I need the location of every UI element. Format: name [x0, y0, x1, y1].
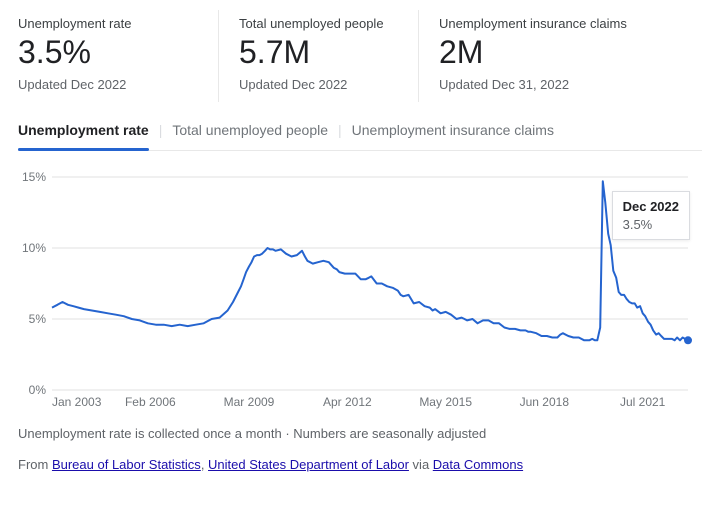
tab-total-unemployed[interactable]: Total unemployed people — [172, 112, 328, 150]
stat-label: Total unemployed people — [239, 16, 396, 31]
stat-unemployment-rate: Unemployment rate 3.5% Updated Dec 2022 — [18, 10, 218, 102]
tab-unemployment-rate[interactable]: Unemployment rate — [18, 112, 149, 150]
stats-row: Unemployment rate 3.5% Updated Dec 2022 … — [18, 10, 702, 102]
tooltip-value: 3.5% — [623, 216, 679, 234]
tabs-row: Unemployment rate | Total unemployed peo… — [18, 112, 702, 151]
source-link-datacommons[interactable]: Data Commons — [433, 457, 523, 472]
svg-text:Jan 2003: Jan 2003 — [52, 395, 102, 409]
svg-text:5%: 5% — [29, 312, 47, 326]
svg-text:Mar 2009: Mar 2009 — [224, 395, 275, 409]
svg-text:May 2015: May 2015 — [419, 395, 472, 409]
svg-text:Jun 2018: Jun 2018 — [520, 395, 570, 409]
svg-text:Feb 2006: Feb 2006 — [125, 395, 176, 409]
svg-text:15%: 15% — [22, 170, 46, 184]
chart-footnote: Unemployment rate is collected once a mo… — [18, 426, 702, 441]
source-line: From Bureau of Labor Statistics, United … — [18, 457, 702, 472]
stat-value: 2M — [439, 33, 627, 71]
tab-separator: | — [149, 112, 173, 150]
svg-text:Apr 2012: Apr 2012 — [323, 395, 372, 409]
stat-total-unemployed: Total unemployed people 5.7M Updated Dec… — [218, 10, 418, 102]
svg-text:0%: 0% — [29, 383, 47, 397]
stat-updated: Updated Dec 2022 — [239, 77, 396, 92]
svg-text:Jul 2021: Jul 2021 — [620, 395, 666, 409]
stat-value: 5.7M — [239, 33, 396, 71]
stat-insurance-claims: Unemployment insurance claims 2M Updated… — [418, 10, 649, 102]
source-link-dol[interactable]: United States Department of Labor — [208, 457, 409, 472]
stat-updated: Updated Dec 31, 2022 — [439, 77, 627, 92]
source-link-bls[interactable]: Bureau of Labor Statistics — [52, 457, 201, 472]
unemployment-line-chart[interactable]: 0% 5% 10% 15% Jan 2003 Feb 2006 Mar 2009 Apr 20… — [18, 169, 698, 414]
source-sep: via — [409, 457, 433, 472]
chart-container: 0% 5% 10% 15% Jan 2003 Feb 2006 Mar 2009 Apr 20… — [18, 169, 702, 414]
stat-label: Unemployment rate — [18, 16, 196, 31]
source-prefix: From — [18, 457, 52, 472]
stat-updated: Updated Dec 2022 — [18, 77, 196, 92]
tab-insurance-claims[interactable]: Unemployment insurance claims — [352, 112, 554, 150]
stat-label: Unemployment insurance claims — [439, 16, 627, 31]
svg-text:10%: 10% — [22, 241, 46, 255]
stat-value: 3.5% — [18, 33, 196, 71]
source-sep: , — [201, 457, 208, 472]
tab-separator: | — [328, 112, 352, 150]
tooltip-title: Dec 2022 — [623, 198, 679, 216]
chart-tooltip: Dec 2022 3.5% — [612, 191, 690, 240]
